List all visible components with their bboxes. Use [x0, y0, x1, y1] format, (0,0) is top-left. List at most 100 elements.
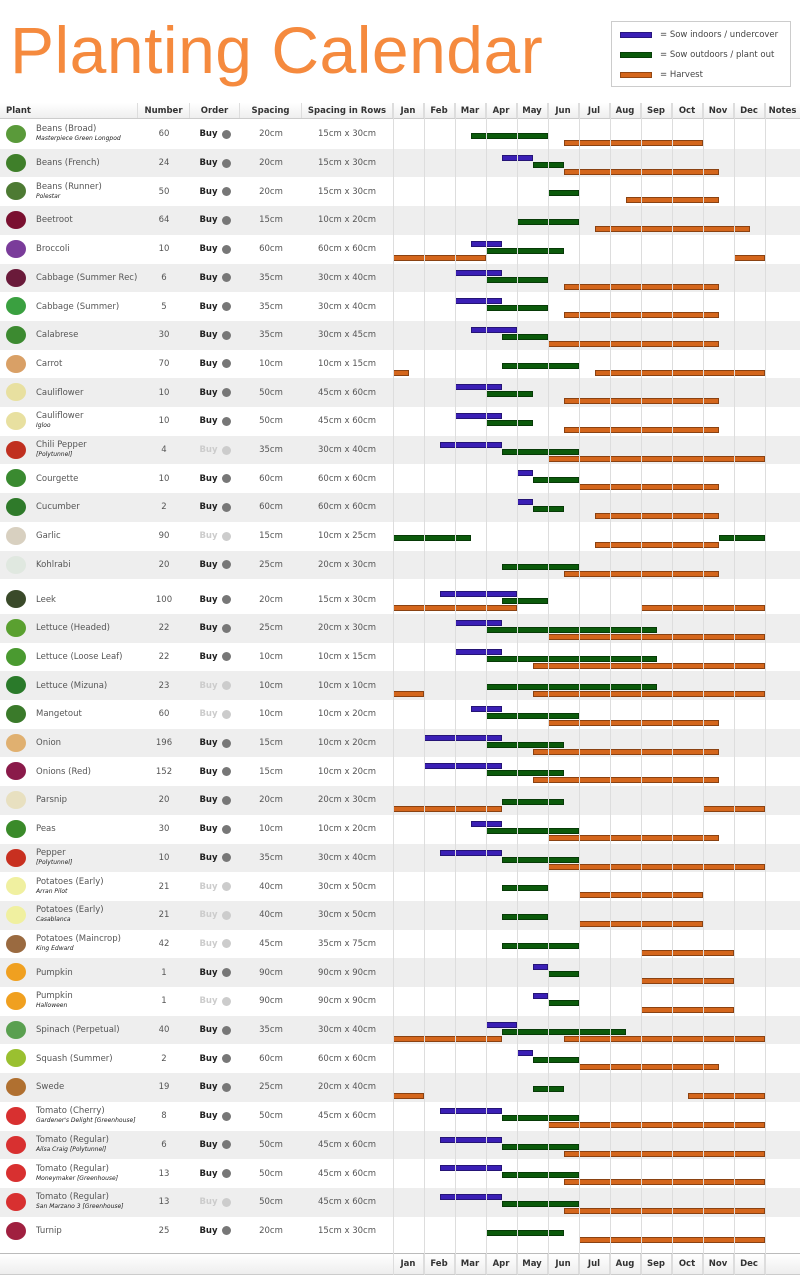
arrow-circle-icon: [221, 1226, 231, 1236]
spacing-value: 25cm: [259, 559, 283, 570]
month-header-dec: Dec: [734, 103, 765, 118]
plant-name: Leek: [36, 594, 56, 605]
month-header-apr: Apr: [486, 103, 517, 118]
buy-button[interactable]: Buy: [190, 901, 240, 930]
harvest-bar: [548, 340, 719, 347]
chili-icon: [6, 440, 26, 459]
buy-button[interactable]: Buy: [190, 1044, 240, 1073]
plant-name-cell: Cabbage (Summer): [36, 292, 140, 321]
buy-button[interactable]: Buy: [190, 815, 240, 844]
buy-button[interactable]: Buy: [190, 264, 240, 293]
sow-outdoors-bar: [470, 133, 548, 139]
arrow-circle-icon: [221, 158, 231, 168]
plant-variety: Moneymaker [Greenhouse]: [36, 1174, 119, 1182]
harvest-bar: [393, 254, 486, 261]
buy-button[interactable]: Buy: [190, 757, 240, 786]
plant-name: Peas: [36, 824, 56, 835]
arrow-circle-icon: [221, 968, 231, 978]
french-bean-icon: [6, 153, 26, 172]
buy-button[interactable]: Buy: [190, 235, 240, 264]
buy-button[interactable]: Buy: [190, 700, 240, 729]
sow-outdoors-bar: [486, 1229, 564, 1236]
buy-button[interactable]: Buy: [190, 1217, 240, 1246]
buy-button[interactable]: Buy: [190, 872, 240, 901]
plant-name-cell: Lettuce (Headed): [36, 614, 140, 643]
sow-indoors-bar: [424, 734, 502, 741]
month-header-may: May: [517, 103, 548, 118]
buy-button[interactable]: Buy: [190, 206, 240, 235]
buy-button[interactable]: Buy: [190, 1188, 240, 1217]
month-header-jan: Jan: [393, 103, 424, 118]
plant-name-cell: Kohlrabi: [36, 551, 140, 580]
row-spacing-value: 10cm x 20cm: [318, 709, 376, 720]
buy-button[interactable]: Buy: [190, 407, 240, 436]
buy-button[interactable]: Buy: [190, 350, 240, 379]
buy-button[interactable]: Buy: [190, 436, 240, 465]
buy-button[interactable]: Buy: [190, 1016, 240, 1045]
arrow-circle-icon: [221, 595, 231, 605]
month-header-apr: Apr: [486, 1254, 517, 1274]
month-header-feb: Feb: [424, 103, 455, 118]
table-row: Cabbage (Summer Rec) 6 Buy 35cm 30cm x 40cm: [0, 263, 800, 293]
tomato-icon: [6, 1135, 26, 1154]
buy-button[interactable]: Buy: [190, 1159, 240, 1188]
buy-button[interactable]: Buy: [190, 522, 240, 551]
sow-outdoors-bar: [501, 1028, 626, 1035]
plant-name-cell: Cucumber: [36, 493, 140, 522]
buy-label: Buy: [199, 623, 218, 634]
buy-button[interactable]: Buy: [190, 149, 240, 178]
spacing-value: 15cm: [259, 766, 283, 777]
buy-button[interactable]: Buy: [190, 614, 240, 643]
buy-button[interactable]: Buy: [190, 493, 240, 522]
arrow-circle-icon: [221, 767, 231, 777]
buy-button[interactable]: Buy: [190, 464, 240, 493]
spacing-value: 50cm: [259, 1197, 283, 1208]
plant-number: 20: [158, 795, 170, 806]
row-spacing-value: 10cm x 15cm: [318, 651, 376, 662]
buy-label: Buy: [199, 1225, 218, 1236]
buy-button[interactable]: Buy: [190, 729, 240, 758]
calabrese-icon: [6, 325, 26, 344]
plant-name-cell: Pumpkin: [36, 958, 140, 987]
harvest-bar: [734, 254, 765, 261]
buy-button[interactable]: Buy: [190, 292, 240, 321]
row-spacing-value: 45cm x 60cm: [318, 1111, 376, 1122]
plant-name: Swede: [36, 1082, 65, 1093]
plant-number: 13: [158, 1168, 170, 1179]
table-row: Cauliflower Igloo 10 Buy 50cm 45cm x 60cm: [0, 407, 800, 436]
buy-button[interactable]: Buy: [190, 958, 240, 987]
row-spacing-value: 20cm x 40cm: [318, 1082, 376, 1093]
buy-button[interactable]: Buy: [190, 177, 240, 206]
table-row: Tomato (Regular) Ailsa Craig [Polytunnel]…: [0, 1130, 800, 1160]
plant-number: 21: [158, 910, 170, 921]
buy-button[interactable]: Buy: [190, 987, 240, 1016]
buy-button[interactable]: Buy: [190, 1102, 240, 1131]
harvest-bar: [532, 691, 765, 698]
plant-number: 10: [158, 244, 170, 255]
buy-button[interactable]: Buy: [190, 1131, 240, 1160]
sow-outdoors-bar: [486, 741, 564, 748]
buy-button[interactable]: Buy: [190, 844, 240, 873]
spacing-value: 50cm: [259, 387, 283, 398]
buy-button[interactable]: Buy: [190, 585, 240, 614]
row-spacing-value: 30cm x 40cm: [318, 1025, 376, 1036]
buy-button[interactable]: Buy: [190, 378, 240, 407]
buy-button[interactable]: Buy: [190, 120, 240, 149]
plant-name-cell: Pepper [Polytunnel]: [36, 844, 140, 873]
month-header-oct: Oct: [672, 103, 703, 118]
buy-button[interactable]: Buy: [190, 671, 240, 700]
month-header-mar: Mar: [455, 103, 486, 118]
buy-button[interactable]: Buy: [190, 643, 240, 672]
table-row: Chili Pepper [Polytunnel] 4 Buy 35cm 30cm x 4…: [0, 435, 800, 465]
buy-button[interactable]: Buy: [190, 1073, 240, 1102]
buy-button[interactable]: Buy: [190, 551, 240, 580]
arrow-circle-icon: [221, 1082, 231, 1092]
buy-label: Buy: [199, 387, 218, 398]
buy-label: Buy: [199, 473, 218, 484]
row-spacing-value: 30cm x 50cm: [318, 881, 376, 892]
buy-button[interactable]: Buy: [190, 786, 240, 815]
sow-outdoors-bar: [486, 626, 657, 633]
buy-button[interactable]: Buy: [190, 321, 240, 350]
buy-button[interactable]: Buy: [190, 930, 240, 959]
table-row: Squash (Summer) 2 Buy 60cm 60cm x 60cm: [0, 1044, 800, 1073]
